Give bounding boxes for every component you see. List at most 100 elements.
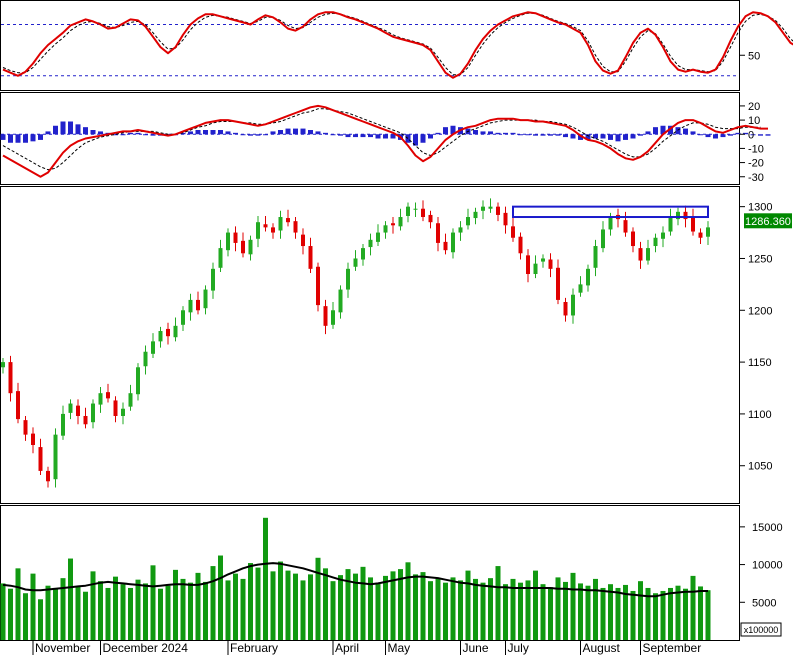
macd-hist-bar — [240, 134, 246, 136]
macd-hist-bar — [0, 134, 6, 140]
candle-body — [623, 220, 628, 233]
volume-bar — [60, 578, 66, 640]
resistance-zone-box — [512, 205, 709, 219]
x-tick-label: September — [643, 641, 702, 655]
macd-hist-bar — [750, 134, 756, 136]
candle-body — [203, 289, 208, 309]
macd-hist-bar — [675, 127, 681, 135]
candle-body — [316, 266, 320, 306]
price-candles — [1, 198, 710, 488]
volume-bar — [180, 578, 186, 640]
candle-body — [218, 248, 223, 268]
price-tick-label: 1300 — [748, 202, 772, 214]
candle-body — [308, 246, 313, 269]
volume-bar — [0, 583, 6, 640]
candle-body — [451, 232, 455, 253]
macd-hist-bar — [120, 134, 126, 136]
macd-hist-bar — [570, 134, 576, 139]
macd-tick-label: -20 — [748, 158, 764, 170]
macd-hist-bar — [15, 134, 21, 143]
candle-body — [391, 223, 395, 226]
volume-bar — [555, 577, 561, 640]
volume-bar — [578, 583, 583, 640]
macd-hist-bar — [128, 132, 133, 135]
volume-bar — [480, 582, 486, 640]
candle-body — [16, 391, 20, 420]
macd-hist-bar — [720, 134, 726, 138]
volume-bar — [630, 590, 636, 640]
candle-body — [466, 217, 470, 226]
candle-body — [593, 246, 598, 268]
candle-body — [646, 248, 650, 261]
candle-body — [8, 362, 13, 394]
volume-bar — [473, 578, 478, 640]
candle-body — [38, 447, 43, 471]
macd-hist-bar — [113, 134, 118, 136]
macd-hist-bar — [38, 134, 43, 140]
volume-bar — [15, 568, 21, 640]
candle-body — [443, 241, 448, 251]
volume-bar — [420, 572, 426, 640]
volume-bar — [173, 569, 178, 640]
volume-bar — [158, 588, 163, 640]
x-tick-label: July — [508, 641, 529, 655]
macd-hist-bar — [263, 134, 268, 136]
macd-hist-bar — [503, 132, 508, 135]
volume-bar — [683, 588, 688, 640]
candle-body — [226, 232, 230, 251]
volume-bar — [525, 580, 531, 640]
candle-body — [601, 229, 605, 249]
candle-body — [511, 226, 515, 238]
macd-hist-bar — [203, 130, 208, 135]
candle-body — [526, 255, 530, 275]
macd-hist-bar — [53, 125, 58, 135]
volume-bar — [390, 571, 396, 640]
macd-hist-bar — [630, 134, 636, 139]
macd-hist-bar — [698, 134, 703, 136]
candle-body — [188, 299, 193, 313]
volume-bar — [293, 573, 298, 640]
volume-bar — [368, 577, 373, 640]
macd-hist-bar — [23, 134, 28, 143]
macd-hist-bar — [30, 134, 36, 142]
volume-bar — [510, 578, 516, 640]
candle-body — [248, 239, 253, 255]
candle-body — [503, 212, 508, 226]
volume-bar — [90, 571, 96, 640]
macd-hist-bar — [45, 131, 51, 135]
volume-bar — [143, 583, 148, 640]
candle-body — [458, 227, 463, 233]
macd-tick-label: -30 — [748, 172, 764, 184]
volume-bar — [533, 570, 538, 640]
macd-hist-bar — [390, 134, 396, 139]
volume-bar — [690, 575, 696, 640]
macd-hist-bar — [83, 127, 88, 135]
volume-bar — [330, 581, 336, 640]
macd-hist-bar — [323, 132, 328, 135]
volume-tick-label: 10000 — [752, 560, 783, 572]
macd-hist-bar — [653, 127, 658, 135]
candle-body — [113, 400, 118, 416]
macd-hist-bar — [143, 134, 148, 136]
candle-body — [98, 393, 103, 405]
macd-signal-line — [2, 108, 761, 171]
candle-body — [353, 258, 358, 267]
volume-multiplier-label: x100000 — [744, 625, 779, 635]
macd-hist-bar — [90, 130, 96, 135]
macd-hist-bar — [555, 134, 561, 136]
macd-tick-label: 20 — [748, 101, 760, 113]
volume-bar — [698, 586, 703, 640]
candle-body — [241, 240, 245, 254]
macd-hist-bar — [60, 121, 66, 135]
macd-hist-bar — [540, 134, 546, 136]
candle-body — [136, 367, 140, 395]
volume-bar — [225, 580, 231, 640]
volume-bar — [203, 581, 208, 640]
volume-bar — [450, 577, 456, 640]
candle-body — [181, 310, 185, 325]
volume-bar — [443, 582, 448, 640]
x-tick-label: June — [463, 641, 489, 655]
volume-multiplier: x100000 — [740, 622, 782, 637]
volume-bar — [165, 585, 171, 640]
x-tick-label: May — [388, 641, 411, 655]
